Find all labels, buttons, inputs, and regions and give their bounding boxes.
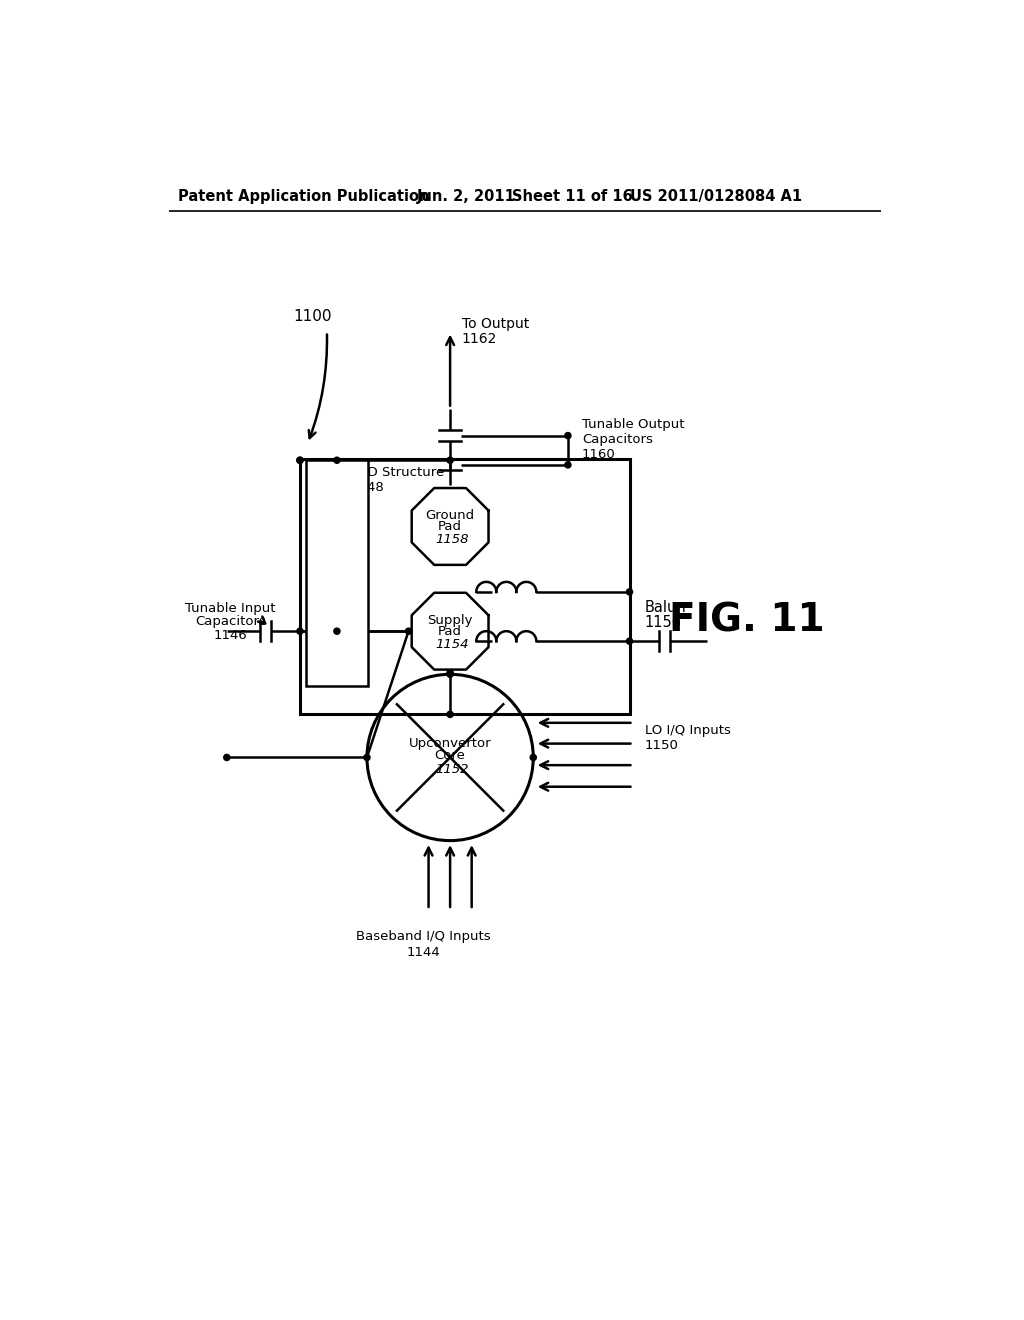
Text: Pad: Pad [438,624,462,638]
Text: Baseband I/Q Inputs: Baseband I/Q Inputs [356,931,490,944]
Text: Capacitors: Capacitors [582,433,652,446]
Text: Capacitors: Capacitors [196,615,266,628]
Text: Patent Application Publication: Patent Application Publication [178,189,430,205]
Text: Pad: Pad [438,520,462,533]
Bar [300,459,630,714]
Circle shape [565,462,571,469]
Circle shape [627,638,633,644]
Text: Jun. 2, 2011: Jun. 2, 2011 [417,189,516,205]
Text: Ground: Ground [426,510,475,523]
Text: 1160: 1160 [582,449,615,462]
Circle shape [447,669,454,676]
Circle shape [334,628,340,635]
Text: To Output: To Output [462,317,529,331]
Text: 1144: 1144 [407,945,440,958]
Circle shape [334,457,340,463]
Circle shape [627,589,633,595]
Text: US 2011/0128084 A1: US 2011/0128084 A1 [630,189,802,205]
Text: Balun: Balun [645,599,687,615]
Text: Upconvertor: Upconvertor [409,737,492,750]
Circle shape [447,711,454,718]
Text: Supply: Supply [427,614,473,627]
Text: 1150: 1150 [645,739,679,752]
Circle shape [297,628,303,635]
Text: 1146: 1146 [214,630,248,643]
Text: ESD Structure
1148: ESD Structure 1148 [351,466,444,495]
Text: 1156: 1156 [645,615,682,630]
Circle shape [406,628,412,635]
Circle shape [297,457,303,463]
Text: 1100: 1100 [294,309,333,323]
Text: Sheet 11 of 16: Sheet 11 of 16 [512,189,633,205]
Circle shape [364,755,370,760]
Circle shape [565,433,571,438]
Text: 1162: 1162 [462,333,497,346]
Text: 1152: 1152 [435,763,469,776]
Circle shape [530,755,537,760]
Text: 1154: 1154 [435,638,469,651]
Text: LO I/Q Inputs: LO I/Q Inputs [645,723,731,737]
Circle shape [447,671,454,677]
Text: Tunable Input: Tunable Input [185,602,275,615]
Circle shape [223,755,230,760]
Circle shape [447,457,454,463]
Circle shape [297,457,303,463]
Text: Core: Core [434,750,466,763]
Text: FIG. 11: FIG. 11 [669,602,824,639]
Text: 1158: 1158 [435,533,469,546]
Bar [306,461,368,686]
Text: Tunable Output: Tunable Output [582,417,684,430]
